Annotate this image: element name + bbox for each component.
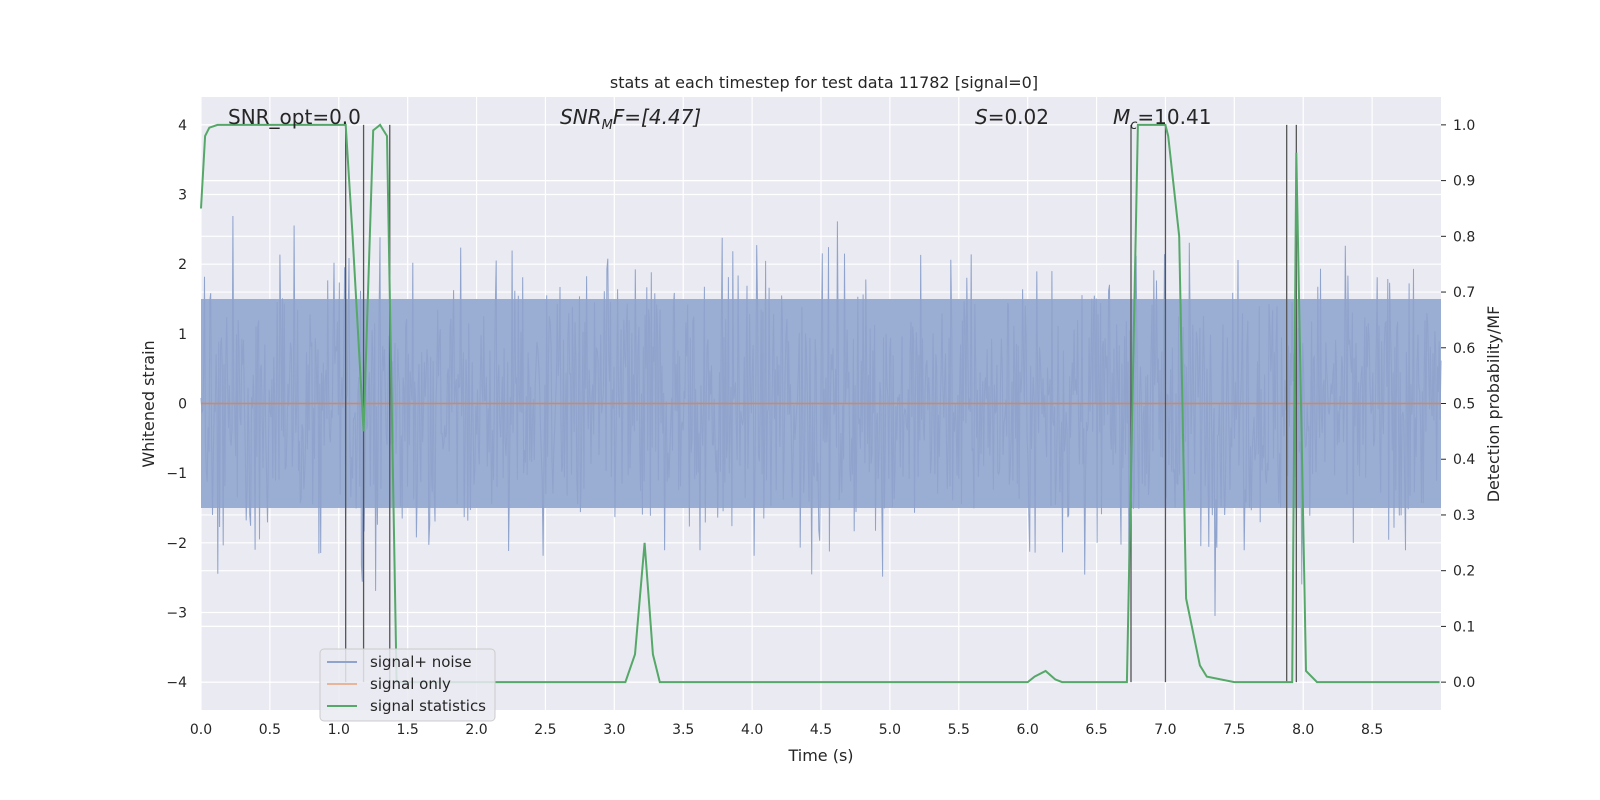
x-tick-label-3: 1.5 (397, 722, 419, 738)
y-right-axis-label: Detection probability/MF (1484, 306, 1503, 503)
annotation-snr-mf-main: SNR (560, 105, 602, 129)
x-tick-label-16: 8.0 (1292, 722, 1314, 738)
y-left-tick-label-2: −2 (166, 536, 187, 552)
y-left-tick-label-3: −1 (166, 466, 187, 482)
legend-label-signal-statistics: signal statistics (370, 697, 486, 715)
annotation-s-rest: =0.02 (988, 105, 1049, 129)
x-tick-label-8: 4.0 (741, 722, 763, 738)
y-left-tick-label-0: −4 (166, 675, 187, 691)
x-tick-label-12: 6.0 (1017, 722, 1039, 738)
noise-trace (200, 215, 1442, 617)
x-tick-label-17: 8.5 (1361, 722, 1383, 738)
y-right-tick-label-10: 1.0 (1453, 118, 1475, 134)
x-tick-label-7: 3.5 (672, 722, 694, 738)
annotation-mc-sub: c (1130, 118, 1137, 133)
x-tick-label-13: 6.5 (1085, 722, 1107, 738)
x-tick-label-11: 5.5 (948, 722, 970, 738)
x-tick-label-1: 0.5 (259, 722, 281, 738)
y-right-tick-label-3: 0.3 (1453, 508, 1475, 524)
annotation-s: S=0.02 (975, 105, 1049, 129)
x-tick-label-15: 7.5 (1223, 722, 1245, 738)
y-right-tick-label-1: 0.1 (1453, 619, 1475, 635)
y-left-tick-label-6: 2 (178, 257, 187, 273)
y-left-tick-label-1: −3 (166, 605, 187, 621)
y-left-tick-label-7: 3 (178, 188, 187, 204)
series-signal-statistics (200, 123, 1440, 684)
annotation-s-main: S (975, 105, 988, 129)
x-tick-label-2: 1.0 (328, 722, 350, 738)
y-right-tick-label-0: 0.0 (1453, 675, 1475, 691)
y-right-tick-label-6: 0.6 (1453, 341, 1475, 357)
annotation-snr-mf-sub: M (602, 118, 613, 133)
y-right-tick-label-4: 0.4 (1453, 452, 1475, 468)
x-tick-label-10: 5.0 (879, 722, 901, 738)
y-right-tick-labels: 0.0 0.1 0.2 0.3 0.4 0.5 0.6 0.7 0.8 0.9 1.0 (1441, 118, 1475, 691)
x-tick-label-4: 2.0 (465, 722, 487, 738)
y-right-tick-label-9: 0.9 (1453, 174, 1475, 190)
x-tick-label-0: 0.0 (190, 722, 212, 738)
x-tick-label-6: 3.0 (603, 722, 625, 738)
annotation-mc-rest: =10.41 (1137, 105, 1211, 129)
annotation-snr-mf-rest: F=[4.47] (613, 105, 701, 129)
x-tick-label-9: 4.5 (810, 722, 832, 738)
y-left-tick-labels: −4 −3 −2 −1 0 1 2 3 4 (166, 118, 187, 691)
legend-box (319, 648, 496, 722)
x-tick-labels: 0.0 0.5 1.0 1.5 2.0 2.5 3.0 3.5 4.0 4.5 5.0 5.5 6.0 6… (190, 722, 1383, 738)
annotation-mc-main: M (1113, 105, 1130, 129)
annotation-snr-mf: SNRMF=[4.47] (560, 105, 701, 133)
annotation-snr-opt: SNR_opt=0.0 (228, 105, 361, 129)
y-right-tick-label-2: 0.2 (1453, 564, 1475, 580)
x-tick-label-14: 7.0 (1154, 722, 1176, 738)
y-left-tick-label-4: 0 (178, 397, 187, 413)
y-left-tick-label-5: 1 (178, 327, 187, 343)
y-right-tick-label-5: 0.5 (1453, 397, 1475, 413)
y-left-tick-label-8: 4 (178, 118, 187, 134)
y-right-tick-label-8: 0.8 (1453, 229, 1475, 245)
chart-title: stats at each timestep for test data 117… (610, 73, 1038, 92)
x-axis-label: Time (s) (787, 746, 853, 765)
y-left-axis-label: Whitened strain (139, 340, 158, 467)
legend-label-signal-only: signal only (370, 675, 451, 693)
legend-label-signal-noise: signal+ noise (370, 653, 472, 671)
annotation-mc: Mc=10.41 (1113, 105, 1211, 133)
legend: signal+ noise signal only signal statist… (319, 648, 496, 722)
y-right-tick-label-7: 0.7 (1453, 285, 1475, 301)
x-tick-label-5: 2.5 (534, 722, 556, 738)
